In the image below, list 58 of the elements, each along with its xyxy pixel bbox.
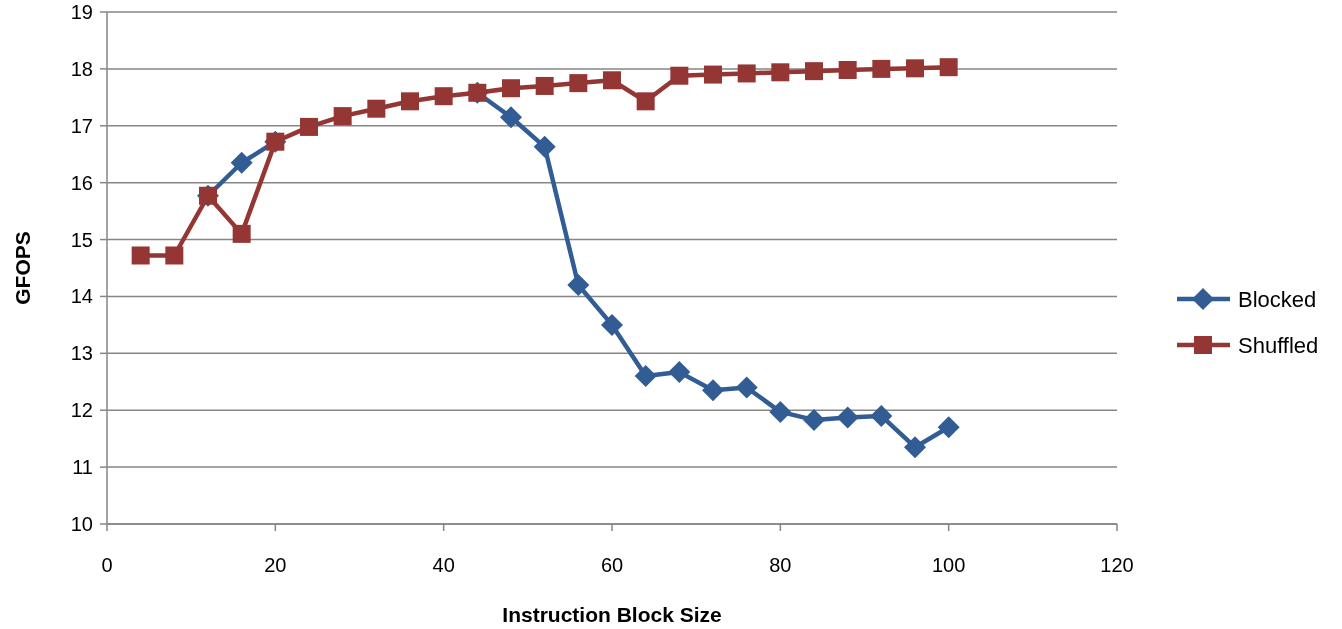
y-tick-label: 14 [70,285,93,308]
point [771,63,790,82]
point [535,76,554,95]
y-tick-label: 19 [70,1,93,23]
y-tick-label: 16 [70,171,93,194]
x-tick-label: 40 [432,554,455,576]
point [367,99,386,118]
x-tick-label: 100 [931,554,966,576]
point [702,379,724,402]
y-tick-label: 11 [72,456,93,479]
y-tick-label: 12 [70,399,93,422]
x-tick-label: 20 [264,554,287,576]
y-axis-title: GFOPS [11,231,34,305]
point [500,106,522,129]
point [838,61,857,80]
point [803,408,825,431]
y-tick-label: 10 [70,513,93,535]
x-tick-label: 0 [101,554,113,576]
point [533,135,556,158]
point [569,74,588,93]
point [634,365,657,388]
legend-label: Blocked [1238,286,1317,312]
point [434,87,453,106]
y-tick-label: 17 [70,114,93,137]
point [165,246,184,265]
point [939,58,958,77]
point [737,64,756,83]
point [300,117,318,136]
point [567,274,590,297]
point [131,246,150,265]
x-tick-label: 60 [600,554,624,576]
point [636,92,655,111]
point [805,62,823,81]
point [937,416,960,439]
point [872,59,891,78]
point [904,436,926,459]
point [401,92,419,111]
point [704,65,722,84]
point [670,66,689,85]
point [870,404,893,427]
legend-label: Shuffled [1238,332,1319,358]
point [769,400,792,423]
point [836,406,859,429]
x-tick-label: 120 [1100,554,1134,576]
point [601,313,623,336]
y-tick-label: 15 [70,228,93,251]
x-tick-label: 80 [769,554,792,576]
point [603,71,621,90]
point [232,224,251,243]
point [668,361,691,384]
x-axis-title: Instruction Block Size [502,603,722,626]
point [502,79,520,98]
point [333,107,352,126]
y-tick-label: 18 [70,57,93,80]
point [735,376,758,399]
point [230,151,253,174]
y-tick-label: 13 [70,342,93,365]
point [906,59,924,78]
